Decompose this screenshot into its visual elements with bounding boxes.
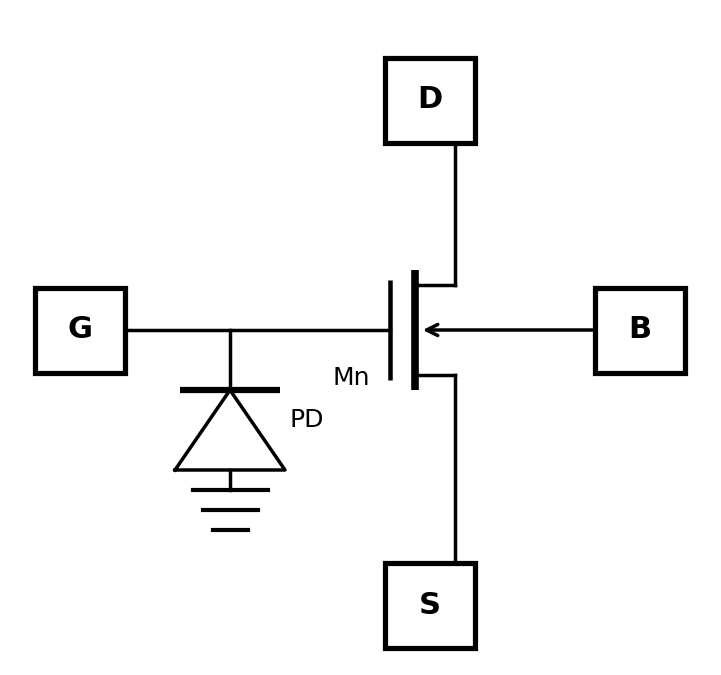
Bar (385, 562, 475, 647)
Text: D: D (417, 86, 443, 115)
Bar (385, 57, 475, 142)
Text: B: B (629, 315, 652, 344)
Bar (595, 288, 685, 373)
Text: G: G (68, 315, 92, 344)
Bar (35, 288, 125, 373)
Text: PD: PD (290, 408, 324, 432)
Text: Mn: Mn (332, 366, 370, 390)
Text: S: S (419, 591, 441, 620)
